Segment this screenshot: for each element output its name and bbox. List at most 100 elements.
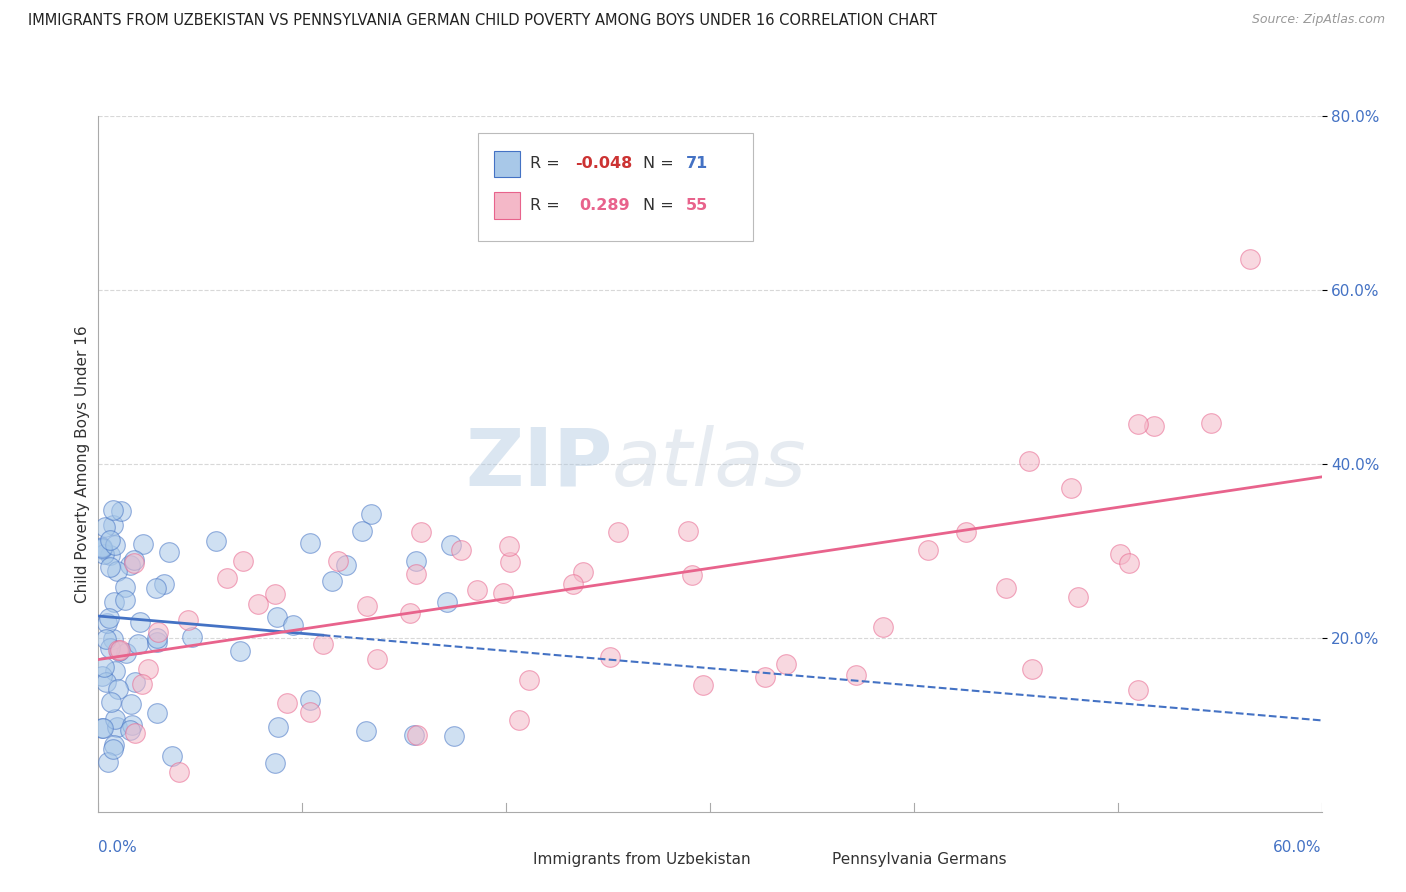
Point — [146, 631, 169, 645]
Point — [153, 577, 176, 591]
Point — [1128, 683, 1150, 698]
Point — [94, 520, 117, 534]
Point — [148, 624, 170, 639]
Text: Pennsylvania Germans: Pennsylvania Germans — [832, 852, 1007, 866]
Point — [405, 728, 427, 742]
Point — [517, 673, 540, 687]
Point — [136, 662, 159, 676]
Point — [105, 720, 128, 734]
Point — [97, 755, 120, 769]
Point — [311, 637, 333, 651]
Point — [366, 652, 388, 666]
Point — [356, 599, 378, 613]
Point — [499, 555, 522, 569]
Point — [326, 554, 349, 568]
Point — [96, 632, 118, 646]
Point — [91, 721, 114, 735]
Point — [105, 564, 128, 578]
Point — [872, 620, 894, 634]
Point — [103, 503, 125, 517]
Point — [124, 726, 146, 740]
Point — [754, 670, 776, 684]
Point — [121, 698, 143, 712]
Point — [132, 537, 155, 551]
Point — [157, 545, 180, 559]
Point — [676, 524, 699, 538]
Text: Immigrants from Uzbekistan: Immigrants from Uzbekistan — [533, 852, 751, 866]
FancyBboxPatch shape — [478, 134, 752, 241]
Point — [94, 675, 117, 690]
Point — [229, 644, 252, 658]
Point — [131, 677, 153, 691]
Point — [775, 657, 797, 671]
FancyBboxPatch shape — [494, 151, 520, 178]
Point — [91, 541, 114, 555]
Point — [101, 632, 124, 646]
Point — [205, 534, 228, 549]
Point — [845, 668, 868, 682]
Point — [145, 581, 167, 595]
Point — [321, 574, 343, 588]
Point — [1067, 591, 1090, 605]
Point — [599, 649, 621, 664]
Text: 0.289: 0.289 — [579, 197, 630, 212]
FancyBboxPatch shape — [801, 848, 827, 870]
Point — [114, 593, 136, 607]
Point — [436, 594, 458, 608]
Point — [1021, 662, 1043, 676]
Point — [115, 646, 138, 660]
Text: IMMIGRANTS FROM UZBEKISTAN VS PENNSYLVANIA GERMAN CHILD POVERTY AMONG BOYS UNDER: IMMIGRANTS FROM UZBEKISTAN VS PENNSYLVAN… — [28, 13, 938, 29]
Point — [360, 507, 382, 521]
Point — [299, 693, 322, 707]
Point — [263, 587, 285, 601]
Text: 60.0%: 60.0% — [1274, 839, 1322, 855]
Point — [356, 724, 378, 739]
Point — [450, 543, 472, 558]
Point — [101, 741, 124, 756]
Point — [91, 669, 114, 683]
Point — [1018, 454, 1040, 468]
Point — [146, 635, 169, 649]
Point — [91, 541, 114, 556]
Point — [100, 695, 122, 709]
Point — [98, 548, 121, 562]
Y-axis label: Child Poverty Among Boys Under 16: Child Poverty Among Boys Under 16 — [75, 325, 90, 603]
Point — [104, 665, 127, 679]
Point — [127, 637, 149, 651]
Point — [217, 571, 239, 585]
Point — [107, 682, 129, 697]
Point — [121, 718, 143, 732]
FancyBboxPatch shape — [494, 193, 520, 219]
Text: -0.048: -0.048 — [575, 156, 633, 170]
Point — [110, 643, 132, 657]
FancyBboxPatch shape — [502, 848, 527, 870]
Point — [283, 617, 305, 632]
Text: 71: 71 — [686, 156, 707, 170]
Text: ZIP: ZIP — [465, 425, 612, 503]
Point — [104, 538, 127, 552]
Point — [1060, 481, 1083, 495]
Point — [98, 560, 121, 574]
Point — [98, 533, 121, 548]
Point — [124, 674, 146, 689]
Point — [402, 728, 425, 742]
Text: 55: 55 — [686, 197, 707, 212]
Point — [169, 765, 191, 780]
Point — [160, 748, 183, 763]
Text: atlas: atlas — [612, 425, 807, 503]
Point — [247, 597, 270, 611]
Point — [440, 538, 463, 552]
Point — [411, 524, 433, 539]
Point — [180, 630, 202, 644]
Point — [266, 610, 288, 624]
Point — [955, 524, 977, 539]
Point — [96, 615, 118, 630]
Point — [101, 517, 124, 532]
Point — [103, 738, 125, 752]
Point — [124, 556, 146, 570]
Point — [1239, 252, 1261, 267]
Text: Source: ZipAtlas.com: Source: ZipAtlas.com — [1251, 13, 1385, 27]
Point — [399, 606, 422, 620]
Point — [692, 678, 714, 692]
Point — [1118, 556, 1140, 570]
